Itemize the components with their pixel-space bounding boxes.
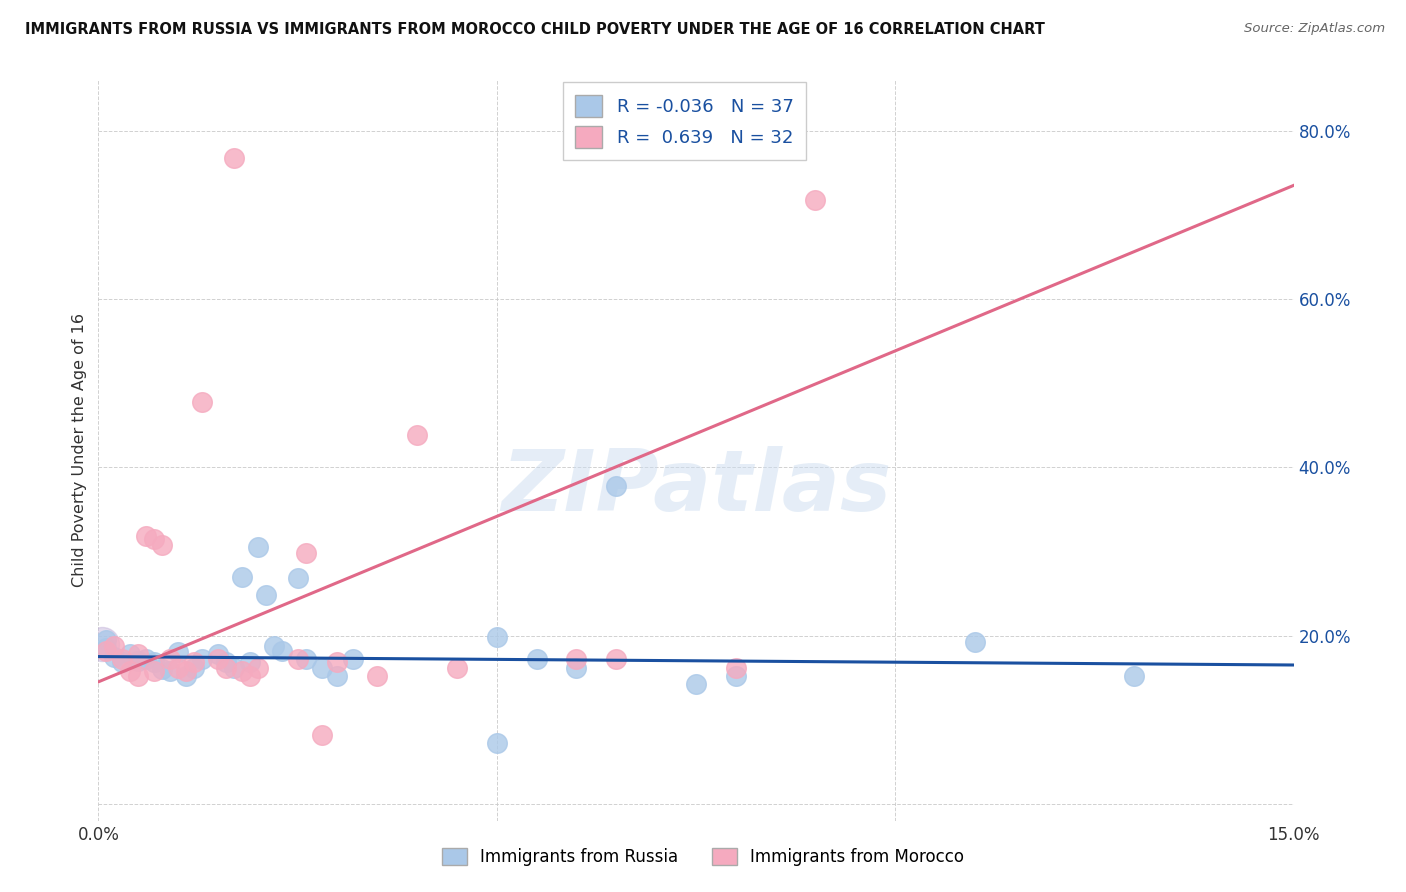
Point — [96, 643, 118, 657]
Text: IMMIGRANTS FROM RUSSIA VS IMMIGRANTS FROM MOROCCO CHILD POVERTY UNDER THE AGE OF: IMMIGRANTS FROM RUSSIA VS IMMIGRANTS FRO… — [25, 22, 1045, 37]
Point — [724, 669, 747, 683]
Point — [111, 652, 134, 666]
Point — [103, 639, 125, 653]
Point — [565, 660, 588, 674]
Point — [174, 664, 197, 678]
Point — [485, 630, 508, 644]
Point — [963, 635, 986, 649]
Point — [246, 540, 269, 554]
Point — [159, 664, 181, 678]
Point — [326, 669, 349, 683]
Point — [103, 649, 125, 664]
Point — [120, 647, 142, 661]
Point — [804, 193, 827, 207]
Point — [183, 660, 205, 674]
Point — [150, 538, 173, 552]
Point — [120, 664, 142, 678]
Point — [174, 669, 197, 683]
Point — [143, 532, 166, 546]
Point — [485, 736, 508, 750]
Point — [96, 641, 118, 656]
Text: Source: ZipAtlas.com: Source: ZipAtlas.com — [1244, 22, 1385, 36]
Point — [96, 632, 118, 647]
Point — [724, 660, 747, 674]
Point — [270, 643, 292, 657]
Legend: R = -0.036   N = 37, R =  0.639   N = 32: R = -0.036 N = 37, R = 0.639 N = 32 — [562, 82, 807, 161]
Point — [263, 639, 285, 653]
Point — [366, 669, 388, 683]
Point — [191, 652, 214, 666]
Point — [207, 652, 229, 666]
Point — [91, 637, 114, 651]
Point — [311, 728, 333, 742]
Point — [143, 656, 166, 670]
Point — [294, 652, 316, 666]
Point — [605, 479, 627, 493]
Point — [183, 656, 205, 670]
Point — [167, 660, 190, 674]
Point — [342, 652, 364, 666]
Point — [135, 529, 157, 543]
Point — [1123, 669, 1146, 683]
Point — [685, 677, 707, 691]
Point — [222, 151, 245, 165]
Point — [231, 664, 253, 678]
Point — [222, 660, 245, 674]
Text: ZIPatlas: ZIPatlas — [501, 446, 891, 529]
Point — [127, 647, 149, 661]
Point — [127, 669, 149, 683]
Point — [239, 656, 262, 670]
Point — [127, 654, 149, 668]
Point — [167, 645, 190, 659]
Point — [326, 656, 349, 670]
Point — [565, 652, 588, 666]
Point — [526, 652, 548, 666]
Y-axis label: Child Poverty Under the Age of 16: Child Poverty Under the Age of 16 — [72, 313, 87, 588]
Point — [246, 660, 269, 674]
Point — [446, 660, 468, 674]
Point — [150, 662, 173, 676]
Point — [111, 656, 134, 670]
Point — [287, 571, 309, 585]
Point — [605, 652, 627, 666]
Point — [215, 660, 238, 674]
Point — [311, 660, 333, 674]
Point — [294, 546, 316, 560]
Point — [254, 588, 277, 602]
Point — [143, 664, 166, 678]
Point — [207, 647, 229, 661]
Point — [239, 669, 262, 683]
Point — [287, 652, 309, 666]
Point — [191, 394, 214, 409]
Point — [215, 656, 238, 670]
Point — [135, 652, 157, 666]
Point — [231, 569, 253, 583]
Legend: Immigrants from Russia, Immigrants from Morocco: Immigrants from Russia, Immigrants from … — [436, 841, 970, 873]
Point — [159, 652, 181, 666]
Point — [406, 428, 429, 442]
